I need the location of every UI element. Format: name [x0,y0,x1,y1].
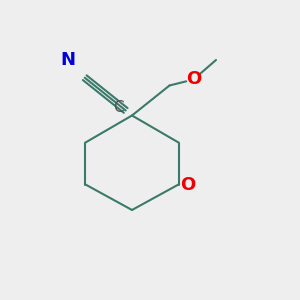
Text: N: N [60,51,75,69]
Text: O: O [180,176,195,194]
Text: C: C [113,100,124,116]
Text: O: O [186,70,201,88]
